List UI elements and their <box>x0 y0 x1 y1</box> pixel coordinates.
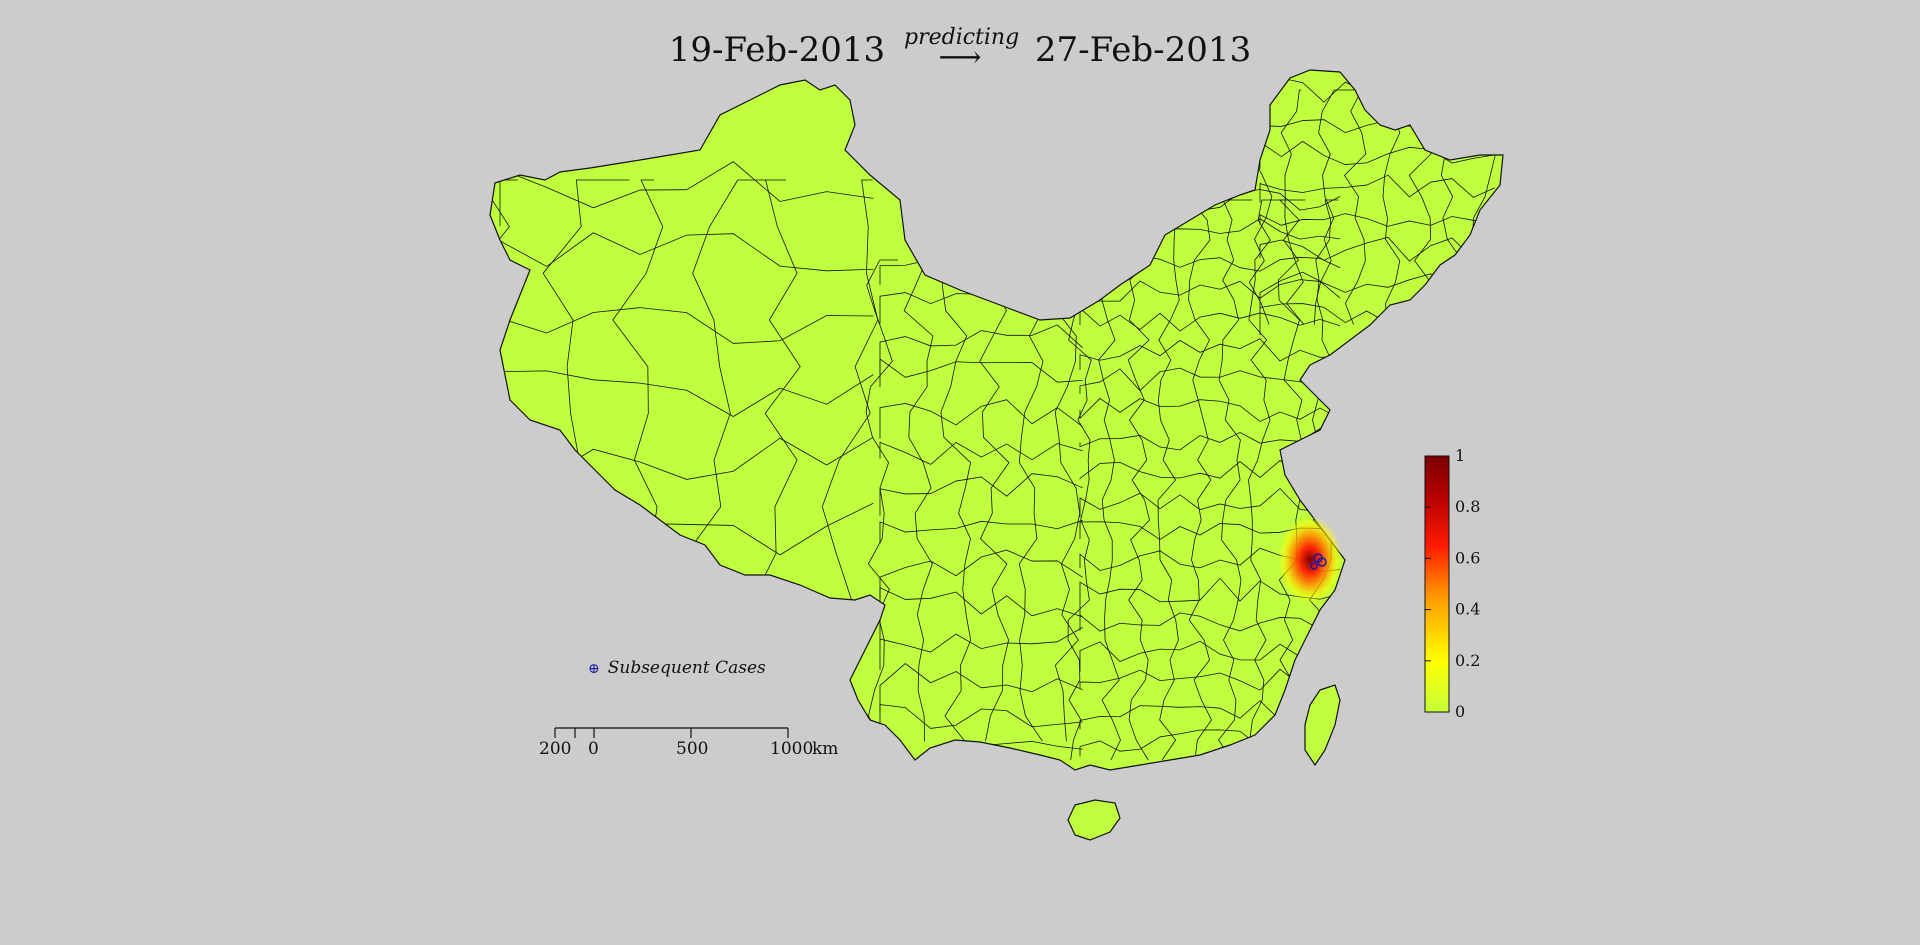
prefecture-border <box>879 704 1083 729</box>
scale-label-200: 200 <box>539 739 571 759</box>
prefecture-border <box>879 441 1083 465</box>
prefecture-border <box>499 370 874 448</box>
colorbar-tick-label: 0.2 <box>1455 651 1480 670</box>
taiwan-region <box>1304 684 1341 767</box>
colorbar: 0 0.2 0.4 0.6 0.8 1 <box>1424 446 1480 721</box>
prefecture-border <box>1188 199 1212 761</box>
scale-label-1000: 1000 <box>770 739 813 759</box>
prefecture-border <box>1280 89 1305 325</box>
prefecture-border <box>1079 279 1341 307</box>
scale-label-unit: km <box>812 739 838 759</box>
prefecture-border <box>686 179 766 601</box>
prefecture-border <box>979 259 1010 742</box>
start-date: 19-Feb-2013 <box>668 30 886 70</box>
colorbar-tick-label: 0 <box>1455 702 1465 721</box>
right-arrow-icon: ⟶ <box>938 40 982 75</box>
case-marker <box>1310 562 1318 570</box>
prefecture-border <box>499 232 874 302</box>
prefecture-border <box>879 473 1083 516</box>
case-marker <box>1317 557 1327 567</box>
colorbar-tick-label: 0.4 <box>1455 600 1480 619</box>
colorbar-tick-label: 0.8 <box>1455 497 1480 516</box>
case-marker-icon: ⊕ <box>588 661 600 677</box>
prefecture-border <box>1157 199 1180 761</box>
prefecture-border <box>1259 213 1495 227</box>
end-date: 27-Feb-2013 <box>1034 30 1252 70</box>
prefecture-border <box>1079 487 1341 518</box>
scale-label-0: 0 <box>588 739 599 759</box>
prefecture-border <box>499 307 874 344</box>
prefecture-border <box>821 179 879 601</box>
prefecture-border <box>879 358 1083 388</box>
prefecture-border <box>1259 174 1495 203</box>
prefecture-border <box>1259 236 1495 262</box>
prefecture-border <box>940 259 972 742</box>
prefecture-border <box>1079 338 1341 370</box>
prefecture-border <box>879 399 1083 439</box>
prefecture-border <box>1054 259 1084 742</box>
prefecture-border <box>879 587 1083 640</box>
case-markers <box>1310 553 1327 570</box>
prefecture-border <box>499 161 874 226</box>
risk-hotspot <box>1278 516 1342 604</box>
prefecture-border <box>879 627 1083 670</box>
prefecture-border <box>1259 140 1495 169</box>
map-title: 19-Feb-2013 predicting ⟶ 27-Feb-2013 <box>0 25 1920 73</box>
prefecture-border <box>1079 639 1341 673</box>
prefecture-border <box>1313 89 1355 325</box>
prefecture-border <box>1079 428 1341 451</box>
colorbar-ramp <box>1424 455 1450 713</box>
prefecture-border <box>1079 397 1341 422</box>
map-legend: ⊕ Subsequent Cases <box>588 658 766 678</box>
arrow-label: predicting <box>904 25 1020 50</box>
prefecture-border <box>1079 307 1341 332</box>
arrow-group: predicting ⟶ <box>904 25 1019 73</box>
prefecture-border <box>1079 367 1341 394</box>
prefecture-border <box>903 259 939 742</box>
legend-label: Subsequent Cases <box>607 658 766 678</box>
colorbar-tick-label: 0.6 <box>1455 548 1480 567</box>
prefecture-border <box>1217 199 1253 761</box>
prefecture-border <box>1248 199 1285 761</box>
prefecture-border <box>865 259 899 742</box>
prefecture-border <box>879 324 1083 373</box>
prefecture-border <box>879 519 1083 544</box>
prefecture-border <box>1127 199 1157 761</box>
scale-bar <box>554 727 789 738</box>
prefecture-border <box>879 663 1083 713</box>
prefecture-border <box>1079 612 1341 632</box>
hainan-region <box>1067 799 1121 841</box>
prefecture-border <box>1343 89 1370 325</box>
prefecture-border <box>752 179 801 601</box>
colorbar-tick-label: 1 <box>1455 446 1465 465</box>
prefecture-border <box>879 549 1083 600</box>
scale-label-500: 500 <box>676 739 708 759</box>
